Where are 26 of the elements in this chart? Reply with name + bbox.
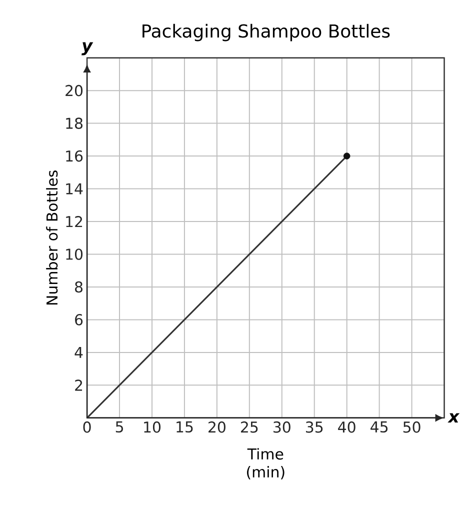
text: y [82, 42, 94, 56]
x-tick-label: 45 [370, 421, 388, 433]
x-tick-label: 30 [274, 421, 290, 433]
y-tick-label: 14 [66, 183, 83, 194]
text: x [448, 413, 460, 423]
x-tick-label: 0 [83, 421, 91, 433]
x-tick-label: 5 [116, 421, 124, 433]
x-tick-label: 10 [144, 421, 161, 433]
y-tick-label: 10 [66, 248, 83, 260]
y-tick-label: 12 [66, 216, 82, 228]
x-tick-label: 35 [306, 421, 323, 433]
x-tick-label: 25 [241, 421, 258, 433]
y-tick-label: 4 [74, 346, 83, 358]
x-tick-label: 50 [404, 421, 420, 433]
chart-title: Packaging Shampoo Bottles [142, 24, 390, 42]
y-axis-title: Number of Bottles [46, 170, 58, 305]
y-tick-label: 8 [75, 281, 83, 293]
y-tick-label: 6 [75, 314, 83, 326]
y-tick-label: 18 [66, 118, 83, 129]
x-tick-label: 15 [176, 421, 193, 433]
x-tick-label: 20 [208, 421, 226, 433]
y-tick-label: 20 [66, 84, 83, 96]
x-axis-title: Time (min) [247, 448, 284, 480]
y-tick-label: 2 [75, 380, 82, 391]
y-tick-label: 16 [66, 150, 83, 162]
x-tick-label: 40 [338, 421, 356, 433]
